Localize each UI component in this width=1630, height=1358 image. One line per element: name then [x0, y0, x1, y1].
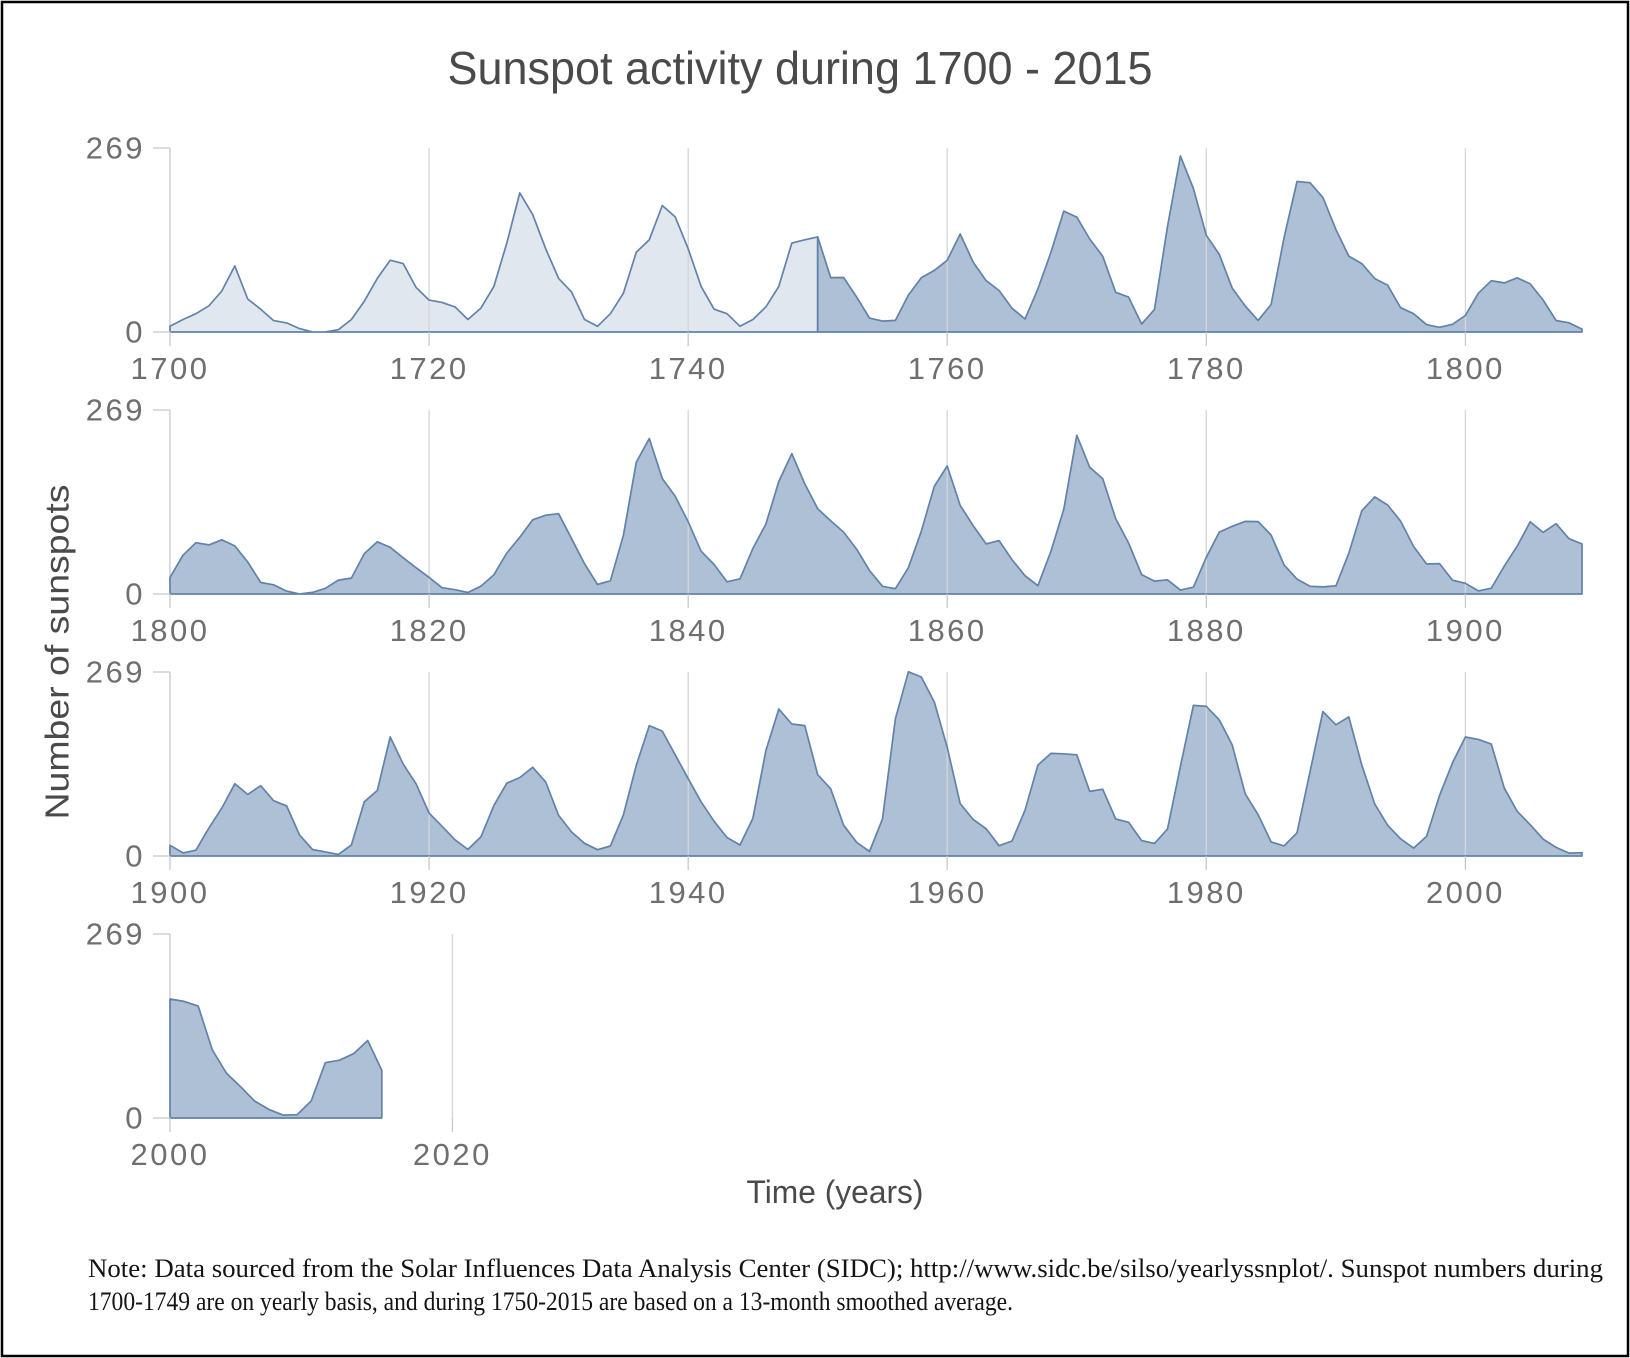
y-tick-label: 269 — [86, 655, 145, 690]
y-tick-label: 0 — [125, 839, 145, 874]
x-tick-label: 2000 — [131, 1137, 210, 1172]
x-tick-label: 1860 — [908, 613, 987, 648]
x-tick-label: 1880 — [1167, 613, 1246, 648]
area-smoothed-fill — [170, 435, 1582, 594]
x-tick-label: 1720 — [390, 351, 469, 386]
x-tick-label: 1900 — [131, 875, 210, 910]
y-tick-label: 0 — [125, 577, 145, 612]
x-tick-label: 1980 — [1167, 875, 1246, 910]
source-note-line-2: 1700-1749 are on yearly basis, and durin… — [88, 1287, 1013, 1316]
x-tick-label: 1820 — [390, 613, 469, 648]
source-note-line-1: Note: Data sourced from the Solar Influe… — [88, 1254, 1603, 1283]
area-smoothed-fill — [817, 156, 1582, 332]
x-axis-title: Time (years) — [747, 1174, 924, 1210]
x-tick-label: 1700 — [131, 351, 210, 386]
x-tick-label: 1900 — [1426, 613, 1505, 648]
area-smoothed-fill — [170, 671, 1582, 856]
x-tick-label: 2020 — [413, 1137, 492, 1172]
area-smoothed-fill — [170, 999, 382, 1118]
x-tick-label: 1920 — [390, 875, 469, 910]
x-tick-label: 1800 — [1426, 351, 1505, 386]
y-tick-label: 269 — [86, 917, 145, 952]
chart-title: Sunspot activity during 1700 - 2015 — [448, 42, 1153, 94]
x-tick-label: 1780 — [1167, 351, 1246, 386]
area-smoothed-outline — [169, 434, 1583, 595]
x-tick-label: 1960 — [908, 875, 987, 910]
x-tick-label: 1800 — [131, 613, 210, 648]
area-smoothed-outline — [816, 155, 1583, 333]
x-tick-label: 2000 — [1426, 875, 1505, 910]
area-yearly-1700-1749-fill — [170, 192, 818, 332]
y-tick-label: 0 — [125, 315, 145, 350]
y-axis-title: Number of sunspots — [39, 485, 76, 820]
area-smoothed-outline — [169, 670, 1583, 857]
y-tick-label: 269 — [86, 393, 145, 428]
y-tick-label: 0 — [125, 1101, 145, 1136]
area-smoothed-outline — [169, 998, 383, 1119]
x-tick-label: 1760 — [908, 351, 987, 386]
x-tick-label: 1740 — [649, 351, 728, 386]
x-tick-label: 1840 — [649, 613, 728, 648]
area-yearly-1700-1749-outline — [169, 192, 819, 333]
y-tick-label: 269 — [86, 131, 145, 166]
x-tick-label: 1940 — [649, 875, 728, 910]
